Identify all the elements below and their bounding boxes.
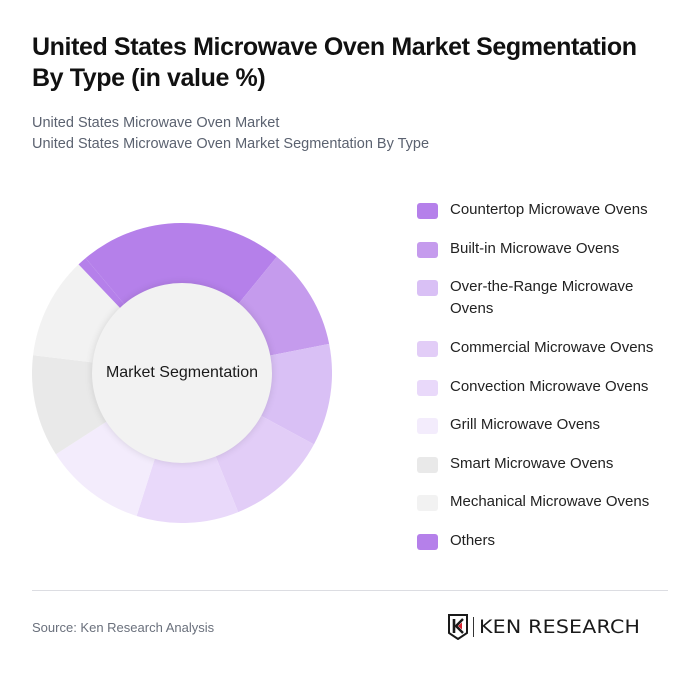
donut-segment-over-the-range-microwave-ovens[interactable]: [259, 343, 332, 445]
ken-research-logo: KEN RESEARCH: [448, 614, 640, 640]
legend-label: Grill Microwave Ovens: [450, 416, 601, 433]
legend-label: Convection Microwave Ovens: [450, 377, 649, 395]
donut-segment-commercial-microwave-ovens[interactable]: [214, 414, 314, 513]
logo-wordmark: KEN RESEARCH: [479, 616, 641, 638]
chart-subtitle: United States Microwave Oven Market Unit…: [32, 113, 672, 155]
legend-label: Built-in Microwave Ovens: [450, 239, 620, 257]
legend-swatch: [417, 280, 438, 296]
donut-center-label: Market Segmentation: [92, 283, 272, 463]
legend-swatch: [417, 495, 438, 511]
donut-svg: [32, 223, 332, 523]
legend-item-countertop-microwave-ovens[interactable]: Countertop Microwave Ovens: [417, 199, 677, 221]
source-note: Source: Ken Research Analysis: [32, 620, 215, 635]
donut-segment-others[interactable]: [78, 258, 126, 310]
legend-label: Mechanical Microwave Ovens: [450, 493, 650, 510]
legend-swatch: [417, 418, 438, 434]
subtitle-segmentation: United States Microwave Oven Market Segm…: [32, 136, 430, 152]
chart-title: United States Microwave Oven Market Segm…: [32, 33, 637, 92]
legend-swatch: [417, 203, 438, 219]
legend-item-commercial-microwave-ovens[interactable]: Commercial Microwave Ovens: [417, 337, 677, 359]
legend-item-grill-microwave-ovens[interactable]: Grill Microwave Ovens: [417, 414, 677, 436]
donut-segment-convection-microwave-ovens[interactable]: [136, 454, 239, 523]
legend-swatch: [417, 241, 438, 258]
legend-label: Commercial Microwave Ovens: [450, 339, 654, 356]
legend-swatch: [417, 456, 438, 473]
legend-item-built-in-microwave-ovens[interactable]: Built-in Microwave Ovens: [417, 238, 677, 260]
legend-swatch: [417, 341, 438, 357]
legend-label: Over-the-Range Microwave Ovens: [450, 278, 634, 317]
footer-divider: [32, 590, 668, 591]
subtitle-market: United States Microwave Oven Market: [32, 115, 280, 131]
legend-label: Countertop Microwave Ovens: [450, 201, 648, 218]
logo-separator: [473, 617, 474, 637]
legend-item-smart-microwave-ovens[interactable]: Smart Microwave Ovens: [417, 453, 677, 475]
legend-label: Others: [450, 531, 496, 549]
legend-item-convection-microwave-ovens[interactable]: Convection Microwave Ovens: [417, 376, 677, 398]
chart-legend: Countertop Microwave Ovens Built-in Micro…: [417, 199, 677, 552]
ken-research-logo-icon: [448, 614, 468, 640]
legend-item-mechanical-microwave-ovens[interactable]: Mechanical Microwave Ovens: [417, 491, 677, 513]
legend-label: Smart Microwave Ovens: [450, 454, 614, 472]
donut-chart: Market Segmentation: [32, 223, 332, 523]
legend-swatch: [417, 379, 438, 396]
legend-item-over-the-range-microwave-ovens[interactable]: Over-the-Range Microwave Ovens: [417, 276, 677, 320]
legend-swatch: [417, 533, 438, 550]
legend-item-others[interactable]: Others: [417, 530, 677, 552]
donut-segment-smart-microwave-ovens[interactable]: [32, 355, 109, 455]
donut-segment-countertop-microwave-ovens[interactable]: [85, 223, 277, 306]
